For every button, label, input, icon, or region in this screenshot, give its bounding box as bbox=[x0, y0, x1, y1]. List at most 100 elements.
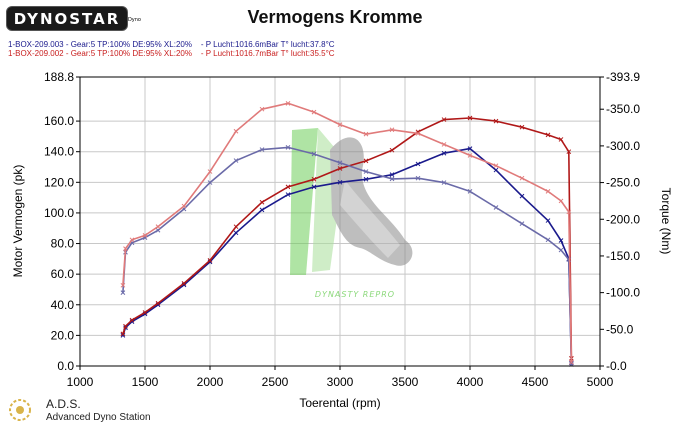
data-point bbox=[337, 122, 343, 127]
data-point bbox=[123, 246, 128, 251]
y-tick-label: 120.0 bbox=[44, 175, 74, 189]
logo-sub: Dyno bbox=[127, 17, 141, 23]
watermark-text: DYNASTY REPRO bbox=[315, 290, 395, 299]
data-point bbox=[337, 166, 343, 171]
data-point bbox=[233, 128, 239, 134]
data-point bbox=[441, 150, 447, 156]
data-point bbox=[545, 237, 551, 243]
y-tick-label: 100.0 bbox=[44, 206, 74, 220]
x-tick-label: 3500 bbox=[392, 375, 419, 389]
data-point bbox=[493, 205, 499, 210]
x-tick-label: 4000 bbox=[457, 375, 484, 389]
data-point bbox=[207, 258, 213, 263]
x-tick-label: 4500 bbox=[522, 375, 549, 389]
data-point bbox=[389, 127, 395, 133]
data-point bbox=[467, 153, 473, 158]
data-point bbox=[285, 192, 291, 197]
y-tick-label: 60.0 bbox=[51, 267, 75, 281]
run-info-1: 1-BOX-209.003 - Gear:5 TP:100% DE:95% XL… bbox=[8, 40, 335, 49]
data-point bbox=[363, 176, 369, 182]
data-point bbox=[566, 149, 572, 155]
watermark: DYNASTY REPRO bbox=[290, 128, 413, 299]
chart-series bbox=[120, 100, 574, 367]
y-tick-label: 40.0 bbox=[51, 298, 75, 312]
data-point bbox=[519, 175, 525, 181]
y2-tick-label: -250.0 bbox=[606, 176, 640, 190]
x-tick-label: 2500 bbox=[262, 375, 289, 389]
dynostar-logo: DYNOSTAR Dyno bbox=[6, 6, 141, 31]
data-point bbox=[545, 189, 551, 194]
y2-tick-label: -50.0 bbox=[606, 322, 634, 336]
x-axis-label: Toerental (rpm) bbox=[299, 396, 380, 410]
data-point bbox=[120, 290, 126, 295]
data-point bbox=[558, 247, 564, 253]
data-point bbox=[155, 227, 161, 233]
data-point bbox=[155, 300, 161, 306]
data-point bbox=[207, 180, 213, 185]
x-tick-label: 2000 bbox=[197, 375, 224, 389]
data-point bbox=[181, 203, 187, 209]
data-point bbox=[441, 142, 447, 147]
data-point bbox=[558, 238, 564, 243]
chart-ticks: 1000 1500 2000 2500 3000 3500 4000 4500 5000 0.0 2… bbox=[44, 70, 640, 389]
data-point bbox=[123, 323, 128, 329]
data-point bbox=[493, 167, 499, 173]
data-point bbox=[285, 145, 291, 150]
y2-axis-label: Torque (Nm) bbox=[659, 188, 673, 255]
ads-subtitle: Advanced Dyno Station bbox=[46, 412, 151, 423]
data-point bbox=[519, 124, 525, 130]
data-point bbox=[120, 282, 126, 288]
data-point bbox=[259, 147, 265, 152]
data-point bbox=[415, 161, 421, 167]
logo-text: DYNOSTAR bbox=[13, 10, 121, 28]
data-point bbox=[155, 224, 161, 229]
series-line-power-0 bbox=[122, 147, 573, 363]
data-point bbox=[441, 117, 447, 122]
data-point bbox=[120, 333, 126, 338]
data-point bbox=[311, 151, 317, 157]
data-point bbox=[389, 176, 395, 182]
data-point bbox=[311, 176, 317, 182]
y2-tick-label: -150.0 bbox=[606, 249, 640, 263]
data-point bbox=[259, 199, 265, 205]
y-tick-label: 160.0 bbox=[44, 114, 74, 128]
data-point bbox=[389, 147, 395, 153]
data-point bbox=[285, 184, 291, 190]
y-axis-label: Motor Vermogen (pk) bbox=[11, 165, 25, 278]
run-info-2: 1-BOX-209.002 - Gear:5 TP:100% DE:95% XL… bbox=[8, 49, 335, 58]
data-point bbox=[311, 184, 317, 190]
x-tick-label: 1500 bbox=[132, 375, 159, 389]
chart-title: Vermogens Kromme bbox=[247, 7, 423, 27]
data-point bbox=[207, 169, 213, 174]
data-point bbox=[129, 237, 135, 243]
y-tick-label: 80.0 bbox=[51, 237, 75, 251]
data-point bbox=[519, 193, 525, 199]
y2-tick-label: -100.0 bbox=[606, 286, 640, 300]
y2-tick-label: -300.0 bbox=[606, 139, 640, 153]
ads-brand: A.D.S. bbox=[46, 397, 81, 411]
data-point bbox=[493, 163, 499, 169]
data-point bbox=[493, 118, 499, 124]
data-point bbox=[363, 131, 369, 137]
data-point bbox=[142, 310, 148, 315]
data-point bbox=[285, 100, 291, 106]
data-point bbox=[545, 218, 551, 223]
data-point bbox=[233, 224, 239, 230]
gauge-icon bbox=[9, 399, 31, 421]
x-tick-label: 1000 bbox=[67, 375, 94, 389]
y-tick-label: 188.8 bbox=[44, 70, 74, 84]
data-point bbox=[441, 180, 447, 185]
data-point bbox=[120, 331, 126, 337]
data-point bbox=[558, 137, 564, 142]
y2-tick-label: -0.0 bbox=[606, 359, 627, 373]
watermark-logo-icon bbox=[290, 128, 413, 275]
y2-tick-label: -200.0 bbox=[606, 212, 640, 226]
data-point bbox=[233, 230, 239, 236]
data-point bbox=[129, 317, 135, 323]
data-point bbox=[545, 132, 551, 138]
data-point bbox=[181, 280, 187, 286]
ads-branding: A.D.S. Advanced Dyno Station bbox=[8, 396, 208, 426]
x-tick-label: 3000 bbox=[327, 375, 354, 389]
data-point bbox=[415, 175, 421, 181]
